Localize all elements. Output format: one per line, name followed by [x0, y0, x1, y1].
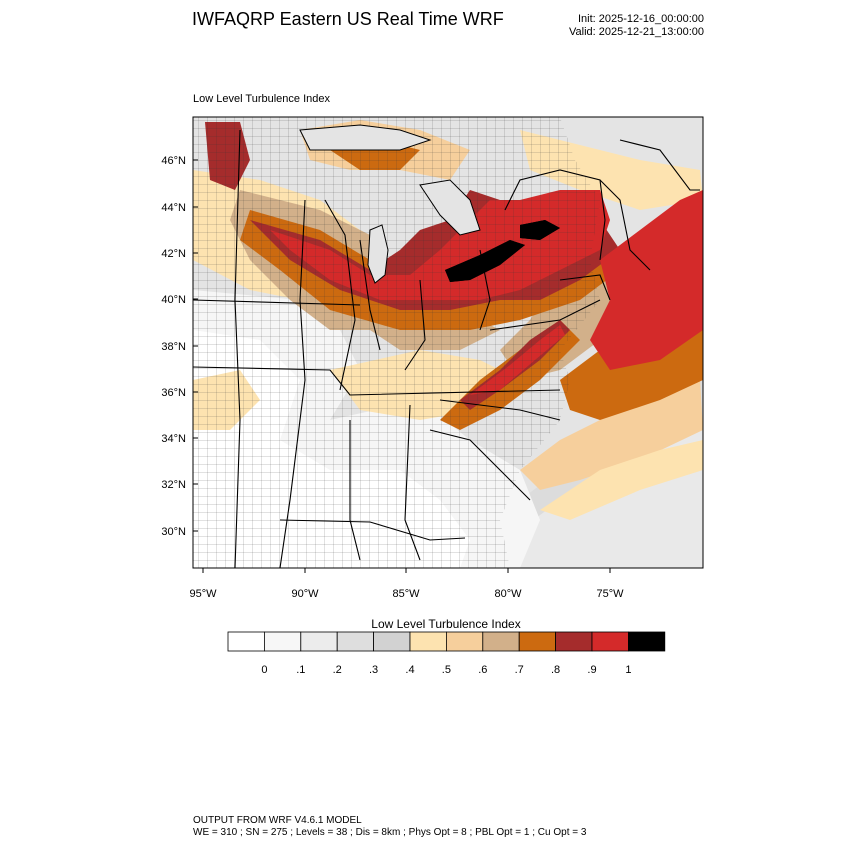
latitude-labels: 46°N 44°N 42°N 40°N 38°N 36°N 34°N 32°N 30°N	[161, 155, 198, 538]
colorbar-swatch	[373, 631, 411, 652]
colorbar-swatch	[300, 631, 338, 652]
colorbar-tick-label: .7	[515, 664, 524, 676]
colorbar-swatch	[591, 631, 629, 652]
colorbar-tick-label: 1	[625, 664, 631, 676]
colorbar-title: Low Level Turbulence Index	[371, 617, 521, 631]
model-footer: OUTPUT FROM WRF V4.6.1 MODEL WE = 310 ; …	[193, 815, 586, 839]
panel-title: Low Level Turbulence Index	[193, 93, 330, 105]
run-info: Init: 2025-12-16_00:00:00 Valid: 2025-12…	[540, 13, 704, 39]
longitude-label: 75°W	[596, 588, 624, 600]
colorbar-swatch	[227, 631, 265, 652]
longitude-label: 80°W	[494, 588, 522, 600]
colorbar-tick-label: .4	[405, 664, 414, 676]
latitude-label: 44°N	[161, 202, 186, 214]
colorbar-tick-label: .9	[587, 664, 596, 676]
colorbar-swatch	[336, 631, 375, 652]
latitude-label: 32°N	[161, 479, 186, 491]
footer-line-1: OUTPUT FROM WRF V4.6.1 MODEL	[193, 815, 362, 826]
longitude-label: 85°W	[392, 588, 420, 600]
colorbar-swatch	[482, 631, 520, 652]
latitude-label: 46°N	[161, 155, 186, 167]
colorbar: 0 .1 .2 .3 .4 .5 .6 .7 .8 .9 1	[227, 631, 666, 676]
longitude-labels: 95°W 90°W 85°W 80°W 75°W	[189, 568, 624, 600]
colorbar-tick-label: .3	[369, 664, 378, 676]
page-title: IWFAQRP Eastern US Real Time WRF	[192, 9, 504, 29]
colorbar-swatch	[555, 631, 593, 652]
latitude-label: 36°N	[161, 387, 186, 399]
longitude-label: 95°W	[189, 588, 217, 600]
colorbar-tick-label: 0	[261, 664, 267, 676]
colorbar-tick-label: .5	[442, 664, 451, 676]
latitude-label: 40°N	[161, 294, 186, 306]
latitude-label: 42°N	[161, 248, 186, 260]
init-time: Init: 2025-12-16_00:00:00	[578, 13, 704, 25]
valid-time: Valid: 2025-12-21_13:00:00	[569, 26, 704, 38]
colorbar-swatch	[445, 631, 484, 652]
boundaries-layer	[193, 117, 700, 568]
colorbar-swatch	[518, 631, 557, 652]
colorbar-swatch	[409, 631, 447, 652]
colorbar-tick-label: .8	[551, 664, 560, 676]
latitude-label: 30°N	[161, 526, 186, 538]
latitude-label: 38°N	[161, 341, 186, 353]
colorbar-swatch	[628, 631, 666, 652]
colorbar-tick-label: .6	[478, 664, 487, 676]
latitude-label: 34°N	[161, 433, 186, 445]
colorbar-tick-label: .2	[333, 664, 342, 676]
footer-line-2: WE = 310 ; SN = 275 ; Levels = 38 ; Dis …	[193, 827, 587, 838]
longitude-label: 90°W	[291, 588, 319, 600]
colorbar-swatch	[263, 631, 302, 652]
colorbar-tick-label: .1	[296, 664, 305, 676]
